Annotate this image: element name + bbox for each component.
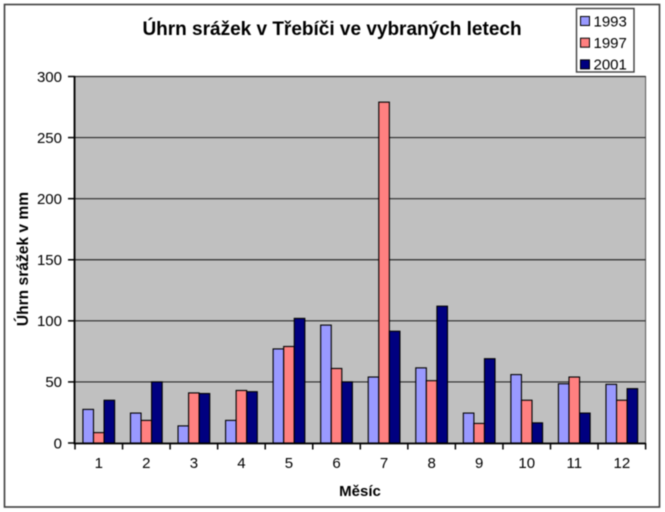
svg-text:8: 8 [427,455,435,472]
svg-text:3: 3 [190,455,198,472]
svg-text:300: 300 [37,69,62,86]
svg-text:12: 12 [613,455,630,472]
svg-text:11: 11 [566,455,582,472]
svg-text:Úhrn srážek v mm: Úhrn srážek v mm [13,192,32,326]
svg-text:Měsíc: Měsíc [339,483,381,500]
svg-text:1993: 1993 [594,13,627,30]
svg-text:2001: 2001 [594,57,627,74]
svg-text:250: 250 [37,130,62,147]
svg-text:6: 6 [332,455,340,472]
svg-text:0: 0 [54,435,62,452]
svg-text:5: 5 [285,455,293,472]
svg-text:2: 2 [142,455,150,472]
svg-text:50: 50 [45,374,62,391]
svg-text:150: 150 [37,252,62,269]
svg-text:1997: 1997 [594,35,627,52]
svg-text:9: 9 [475,455,483,472]
svg-text:200: 200 [37,191,62,208]
svg-text:7: 7 [380,455,388,472]
svg-text:100: 100 [37,313,62,330]
svg-text:1: 1 [95,455,103,472]
svg-text:10: 10 [518,455,535,472]
svg-text:Úhrn srážek v Třebíči ve vybra: Úhrn srážek v Třebíči ve vybraných letec… [142,18,521,40]
svg-text:4: 4 [237,455,245,472]
